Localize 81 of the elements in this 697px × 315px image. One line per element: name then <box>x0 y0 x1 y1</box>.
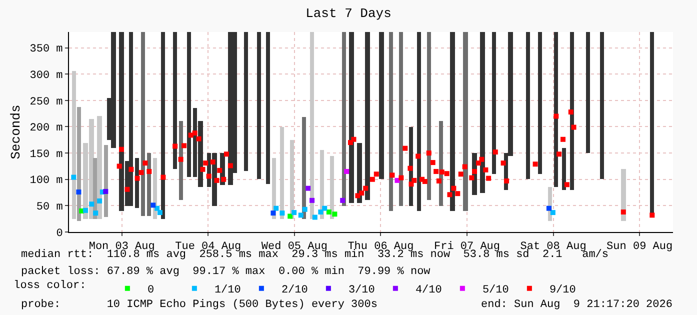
legend-title: loss color: <box>14 280 100 292</box>
legend-label: 4/10 <box>415 284 442 297</box>
legend-label: 1/10 <box>214 284 241 297</box>
bar <box>463 32 468 211</box>
point <box>71 174 76 180</box>
bar <box>330 156 334 219</box>
bar <box>72 71 76 219</box>
bar <box>621 169 626 221</box>
bar <box>129 32 133 206</box>
bar <box>480 32 485 193</box>
bar <box>310 32 314 219</box>
y-tick-label: 150 m <box>30 148 64 161</box>
point <box>103 188 108 194</box>
point <box>546 206 552 211</box>
chart-title: Last 7 Days <box>306 6 392 21</box>
bar <box>427 32 431 200</box>
text: packet loss: 67.89 % avg 99.17 % max 0.00 % min 79.99 % now <box>21 266 431 278</box>
bar <box>554 32 558 187</box>
bar <box>77 107 81 221</box>
point <box>310 198 315 203</box>
point <box>550 210 556 216</box>
y-tick-label: 300 m <box>30 70 64 82</box>
bar <box>600 32 604 179</box>
bar <box>526 32 530 179</box>
point <box>332 212 338 217</box>
point <box>280 210 285 216</box>
bar <box>302 117 306 219</box>
legend-label: 0 <box>147 284 154 297</box>
bar <box>342 32 346 206</box>
bar <box>320 150 324 219</box>
point <box>150 202 156 208</box>
legend-label: 5/10 <box>482 284 509 297</box>
text: end: Sun Aug 9 21:17:20 2026 <box>481 299 672 311</box>
bar <box>257 32 261 179</box>
bar <box>244 32 248 171</box>
point <box>340 198 346 203</box>
y-axis-title: Seconds <box>8 104 24 160</box>
point <box>298 212 304 218</box>
x-tick-label: Sun 09 Aug <box>606 241 673 254</box>
point <box>76 190 82 194</box>
y-tick-label: 350 m <box>30 44 64 56</box>
point <box>89 202 94 207</box>
bar <box>173 32 177 169</box>
point <box>344 168 350 174</box>
bar <box>417 32 421 211</box>
point <box>318 210 324 214</box>
bar <box>399 32 403 206</box>
legend-label: 9/10 <box>549 284 576 297</box>
point <box>306 186 311 191</box>
point <box>274 206 279 211</box>
point <box>292 210 297 216</box>
y-tick-label: 100 m <box>30 175 64 188</box>
bar <box>111 32 116 148</box>
legend-label: 2/10 <box>281 284 308 297</box>
point <box>326 210 332 214</box>
bar <box>135 158 139 208</box>
bar <box>104 145 108 217</box>
point <box>322 206 328 211</box>
point <box>270 210 276 216</box>
bar <box>280 127 284 219</box>
bar <box>586 32 590 153</box>
y-tick-label: 250 m <box>30 96 64 108</box>
y-tick-label: 200 m <box>30 122 64 135</box>
point <box>157 210 162 216</box>
bar <box>379 32 384 179</box>
y-tick-label: 50 m <box>36 202 64 214</box>
bar <box>290 140 294 219</box>
text: probe: 10 ICMP Echo Pings (500 Bytes) every 300s <box>21 299 378 311</box>
bar <box>538 32 542 174</box>
legend-label: 3/10 <box>348 284 375 297</box>
y-tick-label: 0 <box>56 228 63 240</box>
point <box>93 210 98 216</box>
bar <box>97 116 102 219</box>
bar <box>147 153 151 216</box>
bar <box>266 32 270 184</box>
point <box>302 206 308 212</box>
bar <box>161 32 165 219</box>
point <box>288 214 293 219</box>
point <box>312 214 318 220</box>
point <box>83 208 88 213</box>
point <box>97 198 102 204</box>
